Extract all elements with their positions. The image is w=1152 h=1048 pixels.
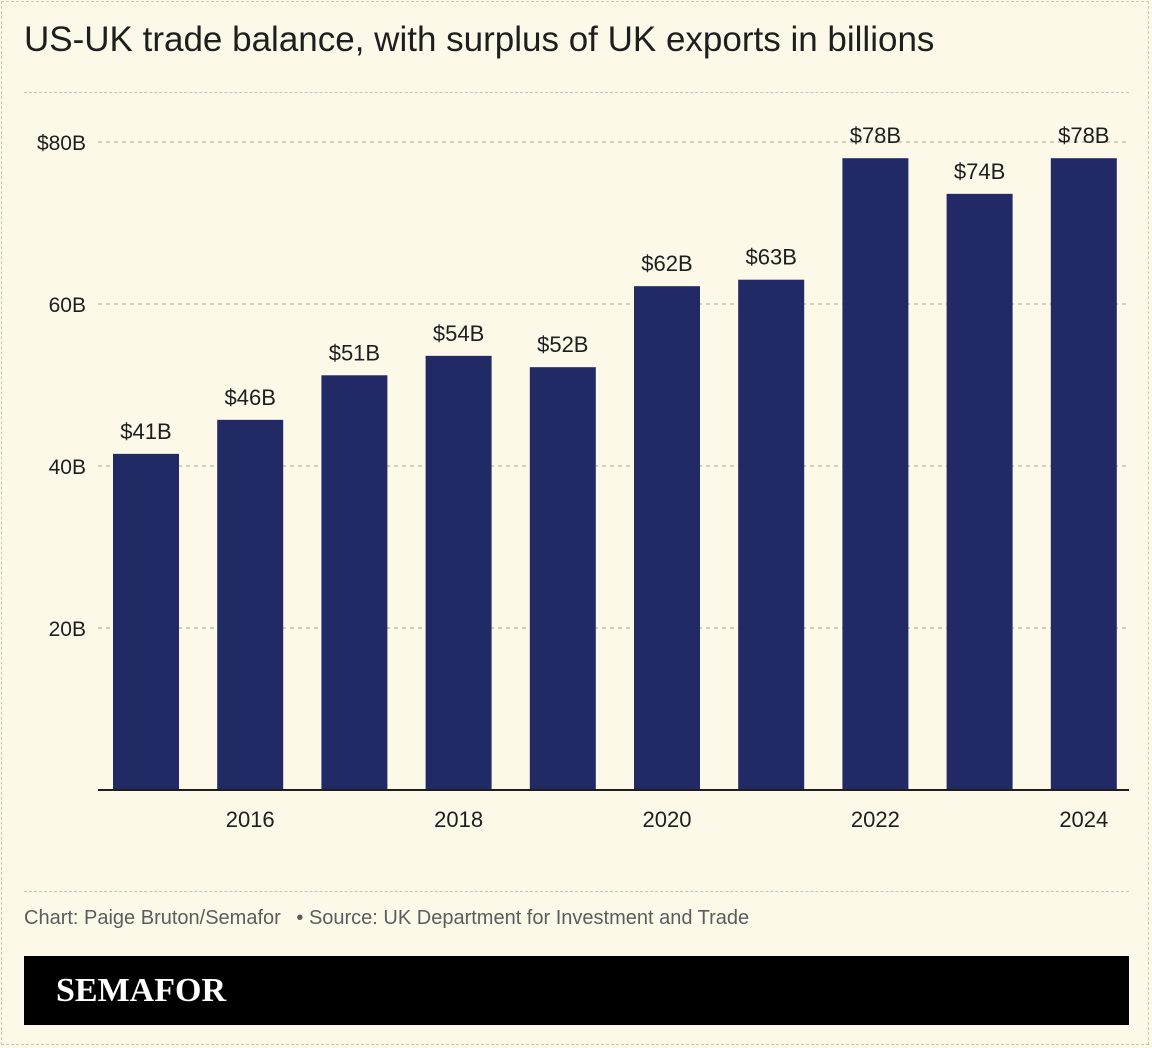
bar-chart: 20B 40B 60B $80B $41B $46B $51B $54B $52B $62B $6…: [37, 123, 1129, 832]
x-tick-label: 2018: [434, 807, 483, 832]
y-tick-label: $80B: [37, 132, 86, 155]
bottom-divider: [24, 891, 1129, 892]
bar: [425, 355, 492, 790]
bar-value-label: $62B: [641, 251, 692, 276]
y-axis-ticks: 20B 40B 60B $80B: [37, 132, 86, 641]
bar-value-label: $41B: [120, 419, 171, 444]
bar: [634, 286, 700, 790]
credit-source: Source: UK Department for Investment and…: [308, 907, 750, 929]
bar-value-label: $63B: [746, 245, 797, 270]
semafor-logo[interactable]: SEMAFOR: [56, 972, 226, 1009]
chart-credit: Chart: Paige Bruton/Semafor • Source: UK…: [24, 907, 749, 930]
x-axis-ticks: 2016 2018 2020 2022 2024: [226, 807, 1109, 832]
y-tick-label: 60B: [49, 294, 86, 317]
footer-bar: SEMAFOR: [24, 956, 1129, 1025]
bar: [217, 419, 284, 790]
x-tick-label: 2022: [851, 807, 900, 832]
credit-separator: •: [296, 907, 304, 929]
chart-title: US-UK trade balance, with surplus of UK …: [24, 20, 935, 59]
bar: [321, 375, 388, 790]
bar-value-label: $52B: [537, 332, 588, 357]
bar: [842, 158, 909, 790]
y-tick-label: 40B: [49, 456, 86, 479]
bar-value-label: $78B: [1058, 123, 1109, 148]
bar: [529, 367, 596, 790]
bar-value-label: $54B: [433, 321, 484, 346]
bar: [738, 279, 805, 790]
x-tick-label: 2016: [226, 807, 275, 832]
y-tick-label: 20B: [49, 618, 86, 641]
bar: [1050, 158, 1117, 790]
top-divider: [24, 92, 1129, 93]
credit-author: Chart: Paige Bruton/Semafor: [24, 907, 281, 929]
bar-value-label: $46B: [225, 385, 276, 410]
bar-value-labels: $41B $46B $51B $54B $52B $62B $63B $78B $74B $78B: [120, 123, 1109, 444]
bars: [113, 158, 1117, 791]
bar: [113, 453, 179, 790]
bar-value-label: $51B: [329, 340, 380, 365]
bar: [946, 193, 1013, 791]
x-tick-label: 2020: [643, 807, 692, 832]
bar-value-label: $74B: [954, 159, 1005, 184]
x-tick-label: 2024: [1059, 807, 1108, 832]
bar-value-label: $78B: [850, 123, 901, 148]
